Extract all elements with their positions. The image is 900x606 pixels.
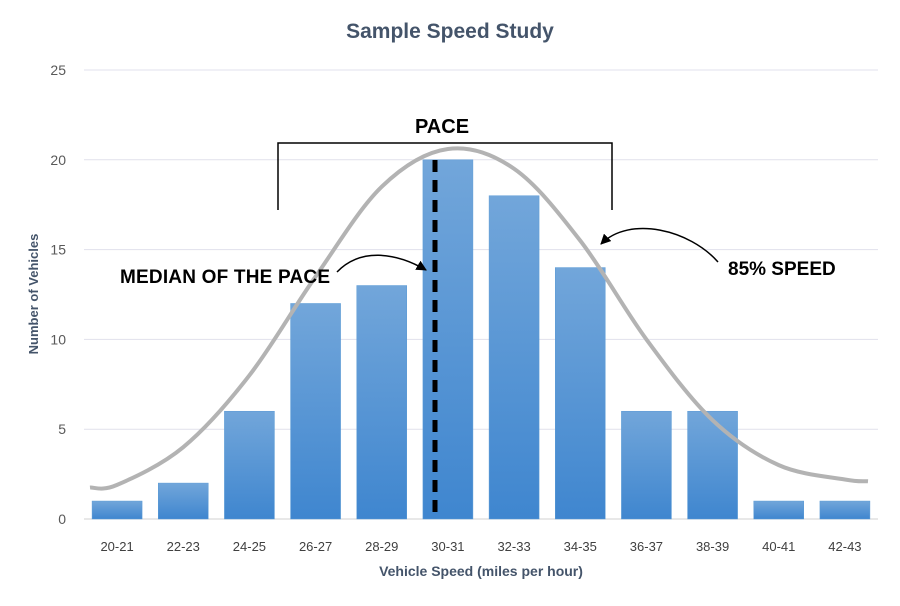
bar-34-35 xyxy=(555,267,606,520)
x-tick-label: 38-39 xyxy=(696,539,729,554)
bar-36-37 xyxy=(621,410,672,520)
x-tick-label: 42-43 xyxy=(828,539,861,554)
x-tick-label: 24-25 xyxy=(233,539,266,554)
bar-40-41 xyxy=(753,500,804,520)
y-tick-label: 15 xyxy=(50,242,66,258)
bar-30-31 xyxy=(422,159,474,520)
bar-32-33 xyxy=(488,195,540,520)
bar-22-23 xyxy=(158,482,209,520)
chart-title: Sample Speed Study xyxy=(346,20,554,43)
y-tick-label: 25 xyxy=(50,62,66,78)
bar-20-21 xyxy=(91,500,143,520)
pace-label: PACE xyxy=(415,116,469,138)
normal-distribution-curve xyxy=(89,146,869,491)
x-tick-label: 40-41 xyxy=(762,539,795,554)
x-tick-label: 30-31 xyxy=(431,539,464,554)
bar-38-39 xyxy=(687,410,738,520)
y-tick-label: 0 xyxy=(58,511,66,527)
speed85-arrow xyxy=(600,227,719,263)
bar-26-27 xyxy=(290,303,341,520)
bar-24-25 xyxy=(224,410,275,520)
x-tick-label: 28-29 xyxy=(365,539,398,554)
bar-28-29 xyxy=(356,285,407,520)
median-arrow xyxy=(336,254,427,273)
x-tick-label: 22-23 xyxy=(167,539,200,554)
y-tick-label: 5 xyxy=(58,421,66,437)
x-axis-label: Vehicle Speed (miles per hour) xyxy=(379,563,583,579)
bar-42-43 xyxy=(819,500,871,520)
x-tick-label: 20-21 xyxy=(100,539,133,554)
x-tick-label: 32-33 xyxy=(497,539,530,554)
y-tick-label: 10 xyxy=(50,331,66,347)
pace-bracket xyxy=(277,142,613,210)
x-tick-label: 36-37 xyxy=(630,539,663,554)
x-tick-label: 34-35 xyxy=(564,539,597,554)
y-axis-label: Number of Vehicles xyxy=(26,234,41,355)
y-tick-label: 20 xyxy=(50,152,66,168)
speed85-label: 85% SPEED xyxy=(728,259,836,280)
x-tick-label: 26-27 xyxy=(299,539,332,554)
median-label: MEDIAN OF THE PACE xyxy=(120,267,330,288)
